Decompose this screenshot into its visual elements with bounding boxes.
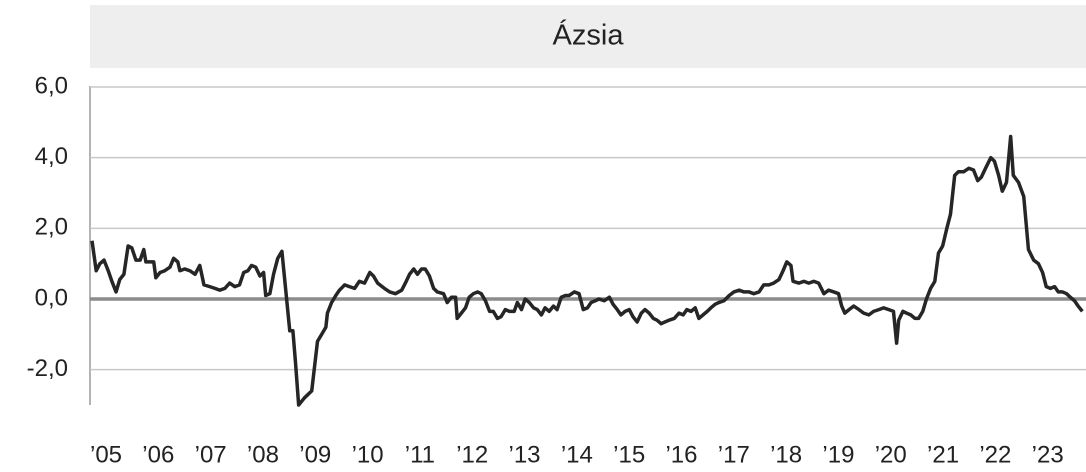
x-tick-label: ’12: [456, 441, 488, 468]
x-tick-label: ’19: [822, 441, 854, 468]
x-tick-label: ’18: [770, 441, 802, 468]
x-tick-label: ’21: [927, 441, 959, 468]
y-tick-label: 6,0: [35, 72, 68, 99]
x-tick-label: ’14: [561, 441, 593, 468]
x-tick-label: ’16: [665, 441, 697, 468]
x-tick-label: ’17: [718, 441, 750, 468]
x-tick-label: ’09: [299, 441, 331, 468]
y-tick-label: 4,0: [35, 143, 68, 170]
x-tick-label: ’23: [1032, 441, 1064, 468]
x-tick-label: ’22: [979, 441, 1011, 468]
y-tick-label: 0,0: [35, 284, 68, 311]
x-tick-label: ’06: [142, 441, 174, 468]
y-tick-label: 2,0: [35, 214, 68, 241]
x-tick-label: ’11: [405, 441, 435, 468]
y-tick-label: -2,0: [27, 355, 68, 382]
x-tick-label: ’20: [875, 441, 907, 468]
x-tick-label: ’08: [247, 441, 279, 468]
x-tick-label: ’05: [90, 441, 122, 468]
data-line: [90, 134, 1084, 407]
x-tick-label: ’15: [613, 441, 645, 468]
x-tick-label: ’07: [195, 441, 227, 468]
x-tick-label: ’10: [352, 441, 384, 468]
title-band: [90, 5, 1086, 68]
x-tick-label: ’13: [509, 441, 541, 468]
chart-title: Ázsia: [553, 19, 625, 52]
